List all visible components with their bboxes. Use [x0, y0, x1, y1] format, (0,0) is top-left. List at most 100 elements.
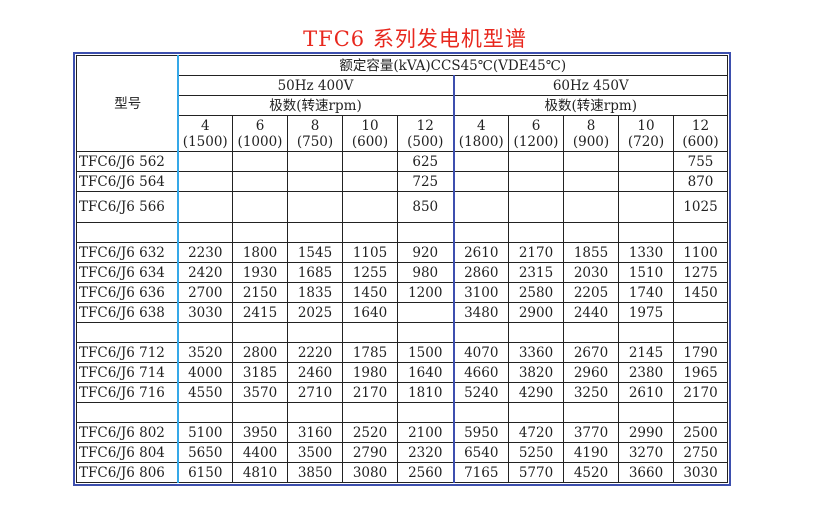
- model-cell: TFC6/J6 562: [76, 151, 179, 172]
- kva-cell: [287, 402, 343, 423]
- kva-cell: [397, 222, 454, 243]
- kva-cell: [342, 191, 398, 223]
- kva-cell: [287, 151, 343, 172]
- pole-count: 4: [200, 117, 210, 134]
- kva-cell: 2030: [563, 262, 619, 283]
- kva-cell: 3250: [563, 382, 619, 403]
- kva-cell: 1275: [673, 262, 728, 283]
- kva-cell: 1640: [397, 362, 454, 383]
- kva-cell: [508, 191, 564, 223]
- kva-cell: [508, 151, 564, 172]
- kva-cell: 2380: [618, 362, 674, 383]
- kva-cell: 2710: [287, 382, 343, 403]
- kva-cell: 1510: [618, 262, 674, 283]
- table-row: TFC6/J6 716 4550 3570 2710 2170 1810 5240 4290 3…: [76, 382, 728, 403]
- kva-cell: 1980: [342, 362, 398, 383]
- kva-cell: 7165: [452, 462, 509, 483]
- poles-header-60hz: 极数(转速rpm): [452, 95, 728, 116]
- kva-cell: [618, 222, 674, 243]
- kva-cell: 1450: [673, 282, 728, 303]
- kva-cell: [177, 402, 233, 423]
- page-title: TFC6 系列发电机型谱: [303, 27, 527, 51]
- kva-cell: 1100: [673, 242, 728, 263]
- rpm-value: (1000): [237, 133, 283, 150]
- kva-cell: 6150: [177, 462, 233, 483]
- pole-count: 8: [586, 117, 596, 134]
- kva-cell: [508, 222, 564, 243]
- kva-cell: 1965: [673, 362, 728, 383]
- kva-cell: 6540: [452, 442, 509, 463]
- kva-cell: 1800: [232, 242, 288, 263]
- kva-cell: [287, 222, 343, 243]
- kva-cell: 1740: [618, 282, 674, 303]
- generator-spec-table-frame: 型号 额定容量(kVA)CCS45℃(VDE45℃) 50Hz 400V 60H…: [73, 52, 731, 486]
- kva-cell: 2170: [508, 242, 564, 263]
- kva-cell: 2170: [342, 382, 398, 403]
- separator-row: [76, 402, 728, 423]
- model-cell: TFC6/J6 566: [76, 191, 179, 223]
- kva-cell: [508, 322, 564, 343]
- rpm-value: (1500): [182, 133, 228, 150]
- kva-cell: 625: [397, 151, 454, 172]
- kva-cell: [452, 322, 509, 343]
- kva-cell: [563, 191, 619, 223]
- group-50hz-header: 50Hz 400V: [177, 75, 454, 96]
- kva-cell: 5770: [508, 462, 564, 483]
- table-row: TFC6/J6 802 5100 3950 3160 2520 2100 5950 4720 3…: [76, 422, 728, 443]
- kva-cell: [563, 322, 619, 343]
- pole-count: 12: [691, 117, 710, 134]
- kva-cell: [563, 402, 619, 423]
- kva-cell: [618, 322, 674, 343]
- pole-count: 4: [476, 117, 486, 134]
- kva-cell: 1450: [342, 282, 398, 303]
- kva-cell: 1640: [342, 302, 398, 323]
- table-row: TFC6/J6 636 2700 2150 1835 1450 1200 3100 2580 2…: [76, 282, 728, 303]
- model-cell: TFC6/J6 712: [76, 342, 179, 363]
- kva-cell: [177, 222, 233, 243]
- kva-cell: [397, 322, 454, 343]
- kva-cell: [673, 222, 728, 243]
- kva-cell: 2750: [673, 442, 728, 463]
- kva-cell: 2170: [673, 382, 728, 403]
- group-60hz-header: 60Hz 450V: [452, 75, 728, 96]
- kva-cell: 1255: [342, 262, 398, 283]
- kva-cell: 3570: [232, 382, 288, 403]
- kva-cell: 2230: [177, 242, 233, 263]
- table-row: TFC6/J6 566 850 1025: [76, 191, 728, 223]
- kva-cell: 2960: [563, 362, 619, 383]
- kva-cell: [618, 191, 674, 223]
- kva-cell: 2800: [232, 342, 288, 363]
- model-cell: TFC6/J6 638: [76, 302, 179, 323]
- kva-cell: [232, 171, 288, 192]
- kva-cell: [563, 222, 619, 243]
- model-cell: TFC6/J6 632: [76, 242, 179, 263]
- kva-cell: 3160: [287, 422, 343, 443]
- kva-cell: 3030: [177, 302, 233, 323]
- kva-cell: [287, 191, 343, 223]
- pole-count: 10: [637, 117, 655, 134]
- kva-cell: 1855: [563, 242, 619, 263]
- kva-cell: [618, 151, 674, 172]
- table-row: TFC6/J6 638 3030 2415 2025 1640 3480 2900 2440 1…: [76, 302, 728, 323]
- kva-cell: [508, 402, 564, 423]
- kva-cell: 2860: [452, 262, 509, 283]
- rpm-value: (750): [296, 133, 334, 150]
- kva-cell: [342, 151, 398, 172]
- kva-cell: 4550: [177, 382, 233, 403]
- pole-count: 12: [416, 117, 434, 134]
- kva-cell: 2460: [287, 362, 343, 383]
- kva-cell: 4520: [563, 462, 619, 483]
- rpm-value: (720): [627, 133, 665, 150]
- kva-cell: [618, 171, 674, 192]
- kva-cell: 2610: [452, 242, 509, 263]
- kva-cell: 2520: [342, 422, 398, 443]
- kva-cell: 1330: [618, 242, 674, 263]
- kva-cell: 2100: [397, 422, 454, 443]
- table-row: TFC6/J6 806 6150 4810 3850 3080 2560 7165 5770 4…: [76, 462, 728, 483]
- rating-header: 额定容量(kVA)CCS45℃(VDE45℃): [177, 55, 728, 76]
- model-cell: TFC6/J6 636: [76, 282, 179, 303]
- pole-count: 10: [361, 117, 379, 134]
- kva-cell: [232, 222, 288, 243]
- kva-cell: 1790: [673, 342, 728, 363]
- kva-cell: 3500: [287, 442, 343, 463]
